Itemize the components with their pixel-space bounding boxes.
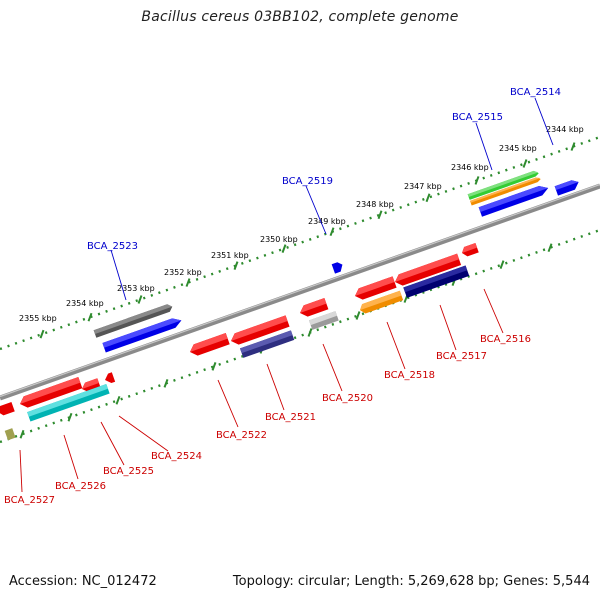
gene-bca-2517[interactable] [393,252,470,300]
genome-title: Bacillus cereus 03BB102, complete genome [141,9,459,25]
major-tick [570,142,576,151]
reverse-genes [0,242,479,441]
major-tick [67,412,73,422]
kbp-label: 2352 kbp [164,268,202,277]
major-tick [425,193,431,203]
major-tick [307,328,313,337]
gene-bca-2514[interactable] [554,178,581,196]
kbp-label: 2344 kbp [546,125,584,134]
major-tick [39,329,45,339]
label-bca-2519: BCA_2519 [282,176,333,187]
gene-bca-2521[interactable] [229,315,295,360]
leader-lines [19,97,554,493]
gene-bca-2516[interactable] [460,242,479,258]
gene-bca-2523[interactable] [93,302,183,354]
kbp-label: 2350 kbp [260,235,298,244]
label-bca-2515: BCA_2515 [452,112,503,123]
genome-backbone [0,183,600,401]
gene-labels: BCA_2514 BCA_2515 BCA_2519 BCA_2523 BCA_… [4,87,561,506]
label-bca-2517: BCA_2517 [436,351,487,362]
accession-text: Accession: NC_012472 [9,574,157,589]
label-bca-2516: BCA_2516 [480,334,531,345]
major-tick [499,260,505,269]
label-bca-2523: BCA_2523 [87,241,138,252]
gene-bca-2522[interactable] [188,332,230,358]
major-tick [377,210,383,220]
major-tick [522,159,528,168]
major-tick [87,312,93,322]
label-bca-2518: BCA_2518 [384,370,435,381]
label-bca-2526: BCA_2526 [55,481,106,492]
forward-genes [93,168,581,354]
gene-bca-2527[interactable] [0,401,23,441]
gene-bca-2524[interactable] [103,372,116,384]
major-tick [185,278,191,287]
major-tick [355,311,361,320]
label-bca-2514: BCA_2514 [510,87,561,98]
major-tick [163,378,169,388]
major-tick [233,261,239,270]
major-tick [474,176,480,185]
kbp-label: 2353 kbp [117,284,155,293]
label-bca-2521: BCA_2521 [265,412,316,423]
kbp-label: 2354 kbp [66,299,104,308]
genome-summary-text: Topology: circular; Length: 5,269,628 bp… [232,574,590,589]
major-tick [281,244,287,254]
kbp-label: 2347 kbp [404,182,442,191]
kbp-label: 2346 kbp [451,163,489,172]
gene-bca-2518[interactable] [353,276,404,315]
kbp-label: 2355 kbp [19,314,57,323]
gene-bca-2520[interactable] [298,296,339,332]
label-bca-2525: BCA_2525 [103,466,154,477]
major-tick [115,395,121,405]
kbp-labels: 2344 kbp 2345 kbp 2346 kbp 2347 kbp 2348 kbp… [19,125,584,323]
kbp-label: 2349 kbp [308,217,346,226]
kbp-label: 2345 kbp [499,144,537,153]
label-bca-2527: BCA_2527 [4,495,55,506]
gene-bca-2526[interactable] [18,369,110,423]
gene-bca-2515[interactable] [467,168,550,219]
kbp-label: 2348 kbp [356,200,394,209]
label-bca-2522: BCA_2522 [216,430,267,441]
major-tick [547,243,553,253]
genome-backbone-highlight [0,183,600,398]
gene-bca-2519[interactable] [331,261,345,274]
major-tick [137,295,143,304]
major-tick [329,227,335,237]
label-bca-2524: BCA_2524 [151,451,202,462]
label-bca-2520: BCA_2520 [322,393,373,404]
major-tick [211,362,217,371]
kbp-label: 2351 kbp [211,251,249,260]
major-tick [19,429,25,439]
